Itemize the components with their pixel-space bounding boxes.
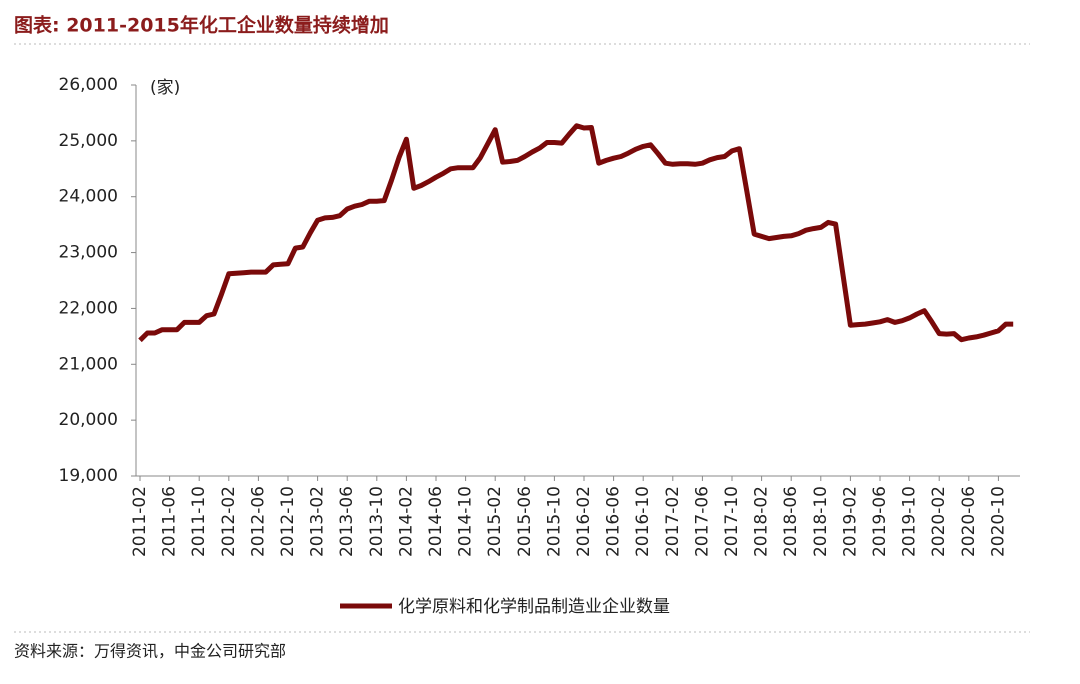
x-tick-label: 2015-06	[515, 486, 535, 557]
y-tick-label: 22,000	[59, 298, 118, 318]
y-tick-label: 23,000	[59, 243, 118, 263]
x-tick-label: 2011-02	[130, 486, 150, 557]
x-tick-label: 2016-06	[604, 486, 624, 557]
y-tick-label: 21,000	[59, 354, 118, 374]
x-tick-label: 2014-02	[396, 486, 416, 557]
x-tick-label: 2015-02	[485, 486, 505, 557]
x-tick-label: 2020-02	[929, 486, 949, 557]
source-note: 资料来源：万得资讯，中金公司研究部	[14, 642, 286, 661]
unit-label: (家)	[150, 78, 180, 98]
x-tick-label: 2018-10	[811, 486, 831, 557]
x-tick-label: 2017-02	[663, 486, 683, 557]
y-tick-label: 20,000	[59, 410, 118, 430]
y-tick-label: 26,000	[59, 75, 118, 95]
chart-title: 图表: 2011-2015年化工企业数量持续增加	[14, 14, 389, 37]
x-tick-label: 2018-06	[781, 486, 801, 557]
y-tick-label: 24,000	[59, 187, 118, 207]
x-tick-label: 2013-02	[308, 486, 328, 557]
x-tick-label: 2020-06	[959, 486, 979, 557]
x-tick-label: 2016-02	[574, 486, 594, 557]
x-tick-label: 2016-10	[633, 486, 653, 557]
x-tick-label: 2017-06	[692, 486, 712, 557]
x-tick-label: 2015-10	[544, 486, 564, 557]
data-line	[138, 123, 1014, 343]
x-tick-label: 2019-02	[840, 486, 860, 557]
x-tick-label: 2012-02	[219, 486, 239, 557]
x-tick-label: 2019-10	[900, 486, 920, 557]
x-tick-label: 2020-10	[988, 486, 1008, 557]
x-tick-label: 2018-02	[752, 486, 772, 557]
x-tick-label: 2017-10	[722, 486, 742, 557]
x-tick-label: 2014-06	[426, 486, 446, 557]
x-tick-label: 2011-06	[160, 486, 180, 557]
x-tick-label: 2013-10	[367, 486, 387, 557]
x-tick-label: 2013-06	[337, 486, 357, 557]
x-tick-label: 2019-06	[870, 486, 890, 557]
x-tick-label: 2011-10	[189, 486, 209, 557]
x-tick-label: 2012-06	[248, 486, 268, 557]
x-tick-label: 2014-10	[456, 486, 476, 557]
y-tick-label: 19,000	[59, 466, 118, 486]
legend-label: 化学原料和化学制品制造业企业数量	[398, 597, 670, 617]
y-tick-label: 25,000	[59, 131, 118, 151]
x-tick-label: 2012-10	[278, 486, 298, 557]
